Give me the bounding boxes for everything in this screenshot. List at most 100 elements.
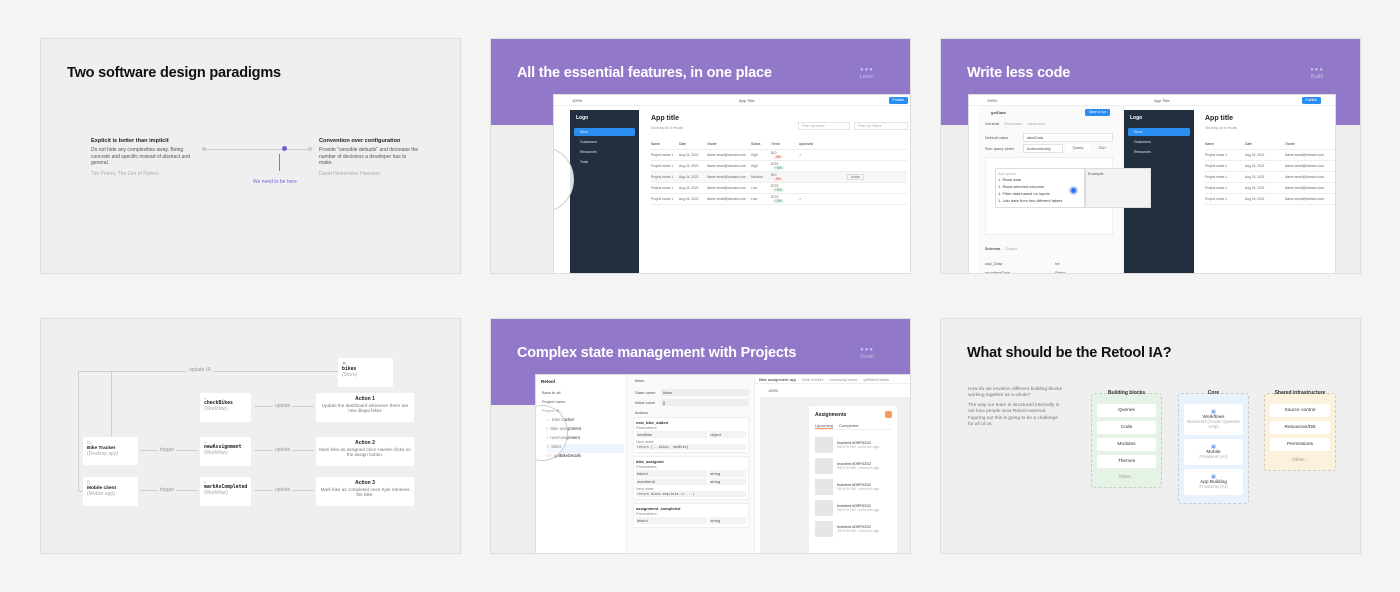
store-tab[interactable]: bikes <box>635 378 645 383</box>
ia-item[interactable]: Code <box>1097 421 1156 434</box>
results-count: Showing all 6 results <box>651 126 684 130</box>
new-state-code[interactable]: return bikes.map(bike => ...) <box>636 491 746 497</box>
incident-item[interactable]: Incident #0RF0332 300 ft St NW - a few mi… <box>815 497 891 518</box>
item-name: Resources/DB <box>1284 425 1316 430</box>
table-row[interactable]: Project name 1 Aug 24, 2021 Name email@dom… <box>651 172 907 183</box>
slide-card-design-paradigms[interactable]: Two software design paradigms Explicit i… <box>40 38 461 274</box>
table-row[interactable]: Project name 1 Aug 24, 2021 Name email@dom… <box>1205 172 1335 183</box>
incident-item[interactable]: Incident #0RF0332 300 ft St NW - a few mi… <box>815 518 891 539</box>
run-when-select[interactable]: Automatically <box>1023 144 1063 153</box>
tab-schema[interactable]: Schema <box>985 246 1001 251</box>
table-row[interactable]: Project name 1 Aug 24, 2021 Name email@dom… <box>1205 150 1335 161</box>
filter-name-input[interactable]: Filter by Name <box>798 122 850 130</box>
ia-item[interactable]: ▣ Mobile Frontend (AI) <box>1184 439 1243 465</box>
cell-name: Project name 1 <box>1205 164 1228 168</box>
slide-title: All the essential features, in one place <box>517 65 772 81</box>
item-name: Permissions <box>1286 442 1314 447</box>
table-row[interactable]: Project name 1 Aug 24, 2021 Name email@dom… <box>651 183 907 194</box>
column-header: Name <box>651 142 660 146</box>
ia-item[interactable]: ▣ App Building Frontend (AI) <box>1184 469 1243 495</box>
table-row[interactable]: Project name 1 Aug 24, 2021 Name email@dom… <box>1205 194 1335 205</box>
action-node[interactable]: Action 2 Mark bike as assigned once Haele… <box>316 437 414 466</box>
publish-button[interactable]: Publish <box>888 97 908 104</box>
app-node-bike-tracker[interactable]: ▭ Bike Tracker (Desktop app) <box>83 437 138 465</box>
nav-item-customers[interactable]: Customers <box>580 140 597 144</box>
parameter-input[interactable]: newBike <box>636 431 708 438</box>
item-name: Mobile <box>1206 450 1221 455</box>
gui-mode-button[interactable]: GUI <box>1098 145 1106 150</box>
project-name: Project name <box>542 399 566 404</box>
publish-button[interactable]: Publish <box>1301 97 1321 104</box>
cell-date: Aug 24, 2021 <box>1245 186 1265 190</box>
state-name-input[interactable]: bikes <box>661 389 749 396</box>
parameter-input[interactable]: bikeId <box>636 470 708 477</box>
incident-item[interactable]: Incident #0RF0332 300 ft St NW - a few mi… <box>815 434 891 455</box>
slide-card-essential-features[interactable]: All the essential features, in one place… <box>490 38 911 274</box>
action-node[interactable]: Action 1 Update the dashboard whenever th… <box>316 393 414 422</box>
parameter-input[interactable]: bikeId <box>636 517 708 524</box>
slide-card-state-management[interactable]: Complex state management with Projects ●… <box>490 318 911 554</box>
table-row[interactable]: Project name 1 Aug 24, 2021 Name email@dom… <box>651 150 907 161</box>
table-row[interactable]: Project name 1 Aug 24, 2021 Name email@dom… <box>1205 183 1335 194</box>
ia-item[interactable]: Themes <box>1097 455 1156 468</box>
parameter-input[interactable]: memberId <box>636 478 708 485</box>
incident-item[interactable]: Incident #0RF0332 300 ft St NW - a few mi… <box>815 476 891 497</box>
ia-item[interactable]: Source control <box>1270 404 1330 417</box>
suggestion-item[interactable]: 1. Join data from two different tables <box>998 198 1063 203</box>
nav-item-resources[interactable]: Resources <box>580 150 597 154</box>
spectrum-marker-dot <box>281 146 287 151</box>
nav-item-customers[interactable]: Customers <box>1134 140 1151 144</box>
parameter-type-select[interactable]: string <box>709 470 746 477</box>
action-node[interactable]: Action 3 Mark bike as completed once Kyle… <box>316 477 414 506</box>
save-run-button[interactable]: Save & run <box>1085 109 1111 116</box>
back-link[interactable]: Back to all <box>542 390 561 395</box>
ia-item[interactable]: Modules <box>1097 438 1156 451</box>
ia-item[interactable]: Queries <box>1097 404 1156 417</box>
tab-advanced[interactable]: Advanced <box>1027 121 1046 126</box>
tab-response[interactable]: Response <box>1004 121 1023 126</box>
initial-value-input[interactable]: [] <box>661 399 749 406</box>
nav-item-resources[interactable]: Resources <box>1134 150 1151 154</box>
app-tab[interactable]: newAssignment <box>829 377 858 382</box>
app-tab[interactable]: Bike tracker <box>802 377 824 382</box>
slide-card-write-less-code[interactable]: Write less code ●●● Build 100% App Title … <box>940 38 1361 274</box>
tab-upcoming[interactable]: Upcoming <box>815 423 834 429</box>
row-action-button[interactable]: Action <box>847 174 865 180</box>
column-header: Owner <box>1285 142 1295 146</box>
tab-general[interactable]: General <box>985 121 1000 126</box>
store-node-bikes[interactable]: ✕ bikes (Store) <box>338 358 393 387</box>
filter-status-select[interactable]: Filter by Status <box>854 122 908 130</box>
query-mode-button[interactable]: Query <box>1067 144 1089 151</box>
slide-card-state-diagram[interactable]: update UI ✕ bikes (Store) ▭ Bike Tracker… <box>40 318 461 554</box>
nav-item-tools[interactable]: Tools <box>580 160 589 164</box>
suggestion-item[interactable]: 1. Read selected columns <box>998 184 1045 189</box>
ia-item[interactable]: ▣ Workflows Backend (Code/ Queries only) <box>1184 404 1243 435</box>
workflow-node[interactable]: ϟ markAsCompleted (Workflow) <box>200 477 251 506</box>
table-row[interactable]: Project name 1 Aug 24, 2021 Name email@dom… <box>651 194 907 205</box>
nav-item-store[interactable]: Store <box>574 128 635 136</box>
incident-title: Incident #0RF0332 <box>837 461 871 466</box>
app-node-mobile-client[interactable]: ▯ Mobile client (Mobile app) <box>83 477 138 506</box>
ia-item[interactable]: Resources/DB <box>1270 421 1330 434</box>
suggestion-item[interactable]: 1. Filter data based on inputs <box>998 191 1050 196</box>
default-value-select[interactable]: fakeData <box>1023 133 1113 142</box>
slide-card-retool-ia[interactable]: What should be the Retool IA? How do we … <box>940 318 1361 554</box>
zoom-level: 100% <box>987 98 998 103</box>
app-tab[interactable]: Bike assignment app <box>759 377 797 382</box>
workflow-node[interactable]: ϟ checkBikes (Workflow) <box>200 393 251 422</box>
table-row[interactable]: Project name 1 Aug 24, 2021 Name email@dom… <box>651 161 907 172</box>
suggestion-item[interactable]: 1. Read data <box>998 177 1021 182</box>
nav-item-store[interactable]: Store <box>1128 128 1190 136</box>
parameter-type-select[interactable]: string <box>709 517 746 524</box>
parameter-type-select[interactable]: string <box>709 478 746 485</box>
ia-item[interactable]: Permissions <box>1270 438 1330 451</box>
incident-item[interactable]: Incident #0RF0332 300 ft St NW - a few mi… <box>815 455 891 476</box>
workflow-node[interactable]: ϟ newAssignment (Workflow) <box>200 437 251 466</box>
tab-completed[interactable]: Completed <box>839 423 859 428</box>
tab-output[interactable]: Output <box>1005 246 1018 251</box>
app-tab[interactable]: getBikeDetails <box>863 377 890 382</box>
parameter-type-select[interactable]: object <box>709 431 746 438</box>
update-label: update <box>273 487 293 493</box>
new-state-code[interactable]: return [...bikes, newBike] <box>636 444 746 450</box>
table-row[interactable]: Project name 1 Aug 24, 2021 Name email@dom… <box>1205 161 1335 172</box>
